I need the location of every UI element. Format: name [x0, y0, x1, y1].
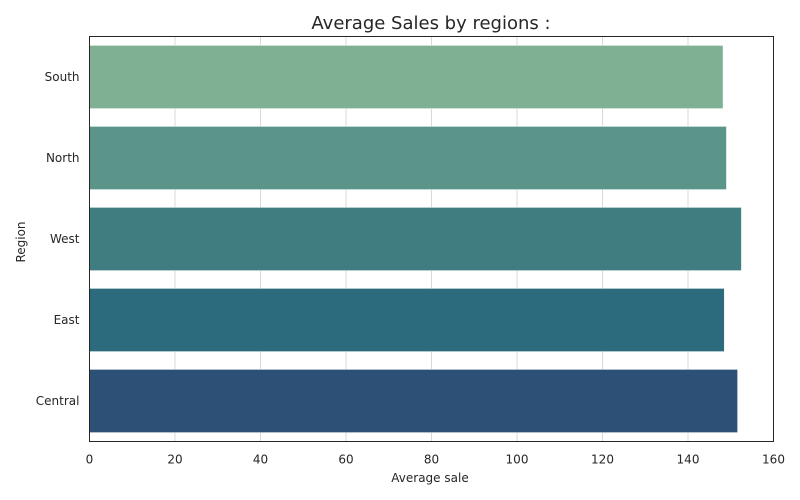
x-tick-label: 80 [424, 453, 439, 467]
x-tick-label: 160 [762, 453, 785, 467]
x-tick-label: 60 [338, 453, 353, 467]
x-axis-label: Average sale [391, 471, 468, 485]
y-tick-label-east: East [54, 313, 80, 327]
bar-west [89, 207, 742, 271]
y-axis-label: Region [14, 221, 28, 262]
x-tick-label: 0 [86, 453, 94, 467]
bar-central [89, 369, 738, 433]
bar-east [89, 288, 725, 352]
y-tick-label-south: South [45, 70, 80, 84]
y-tick-label-central: Central [36, 394, 80, 408]
bars [89, 45, 742, 433]
bar-north [89, 126, 727, 190]
chart-title: Average Sales by regions : [311, 13, 550, 34]
y-tick-label-west: West [50, 232, 80, 246]
plot-frame [89, 36, 774, 442]
x-tick-label: 20 [167, 453, 182, 467]
y-axis-ticks: South North West East Central [36, 70, 80, 408]
y-tick-label-north: North [46, 151, 80, 165]
x-tick-label: 100 [506, 453, 529, 467]
bar-south [89, 45, 724, 109]
x-axis-ticks: 0 20 40 60 80 100 120 140 160 [86, 453, 785, 467]
x-tick-label: 140 [677, 453, 700, 467]
x-tick-label: 40 [253, 453, 268, 467]
x-tick-label: 120 [591, 453, 614, 467]
